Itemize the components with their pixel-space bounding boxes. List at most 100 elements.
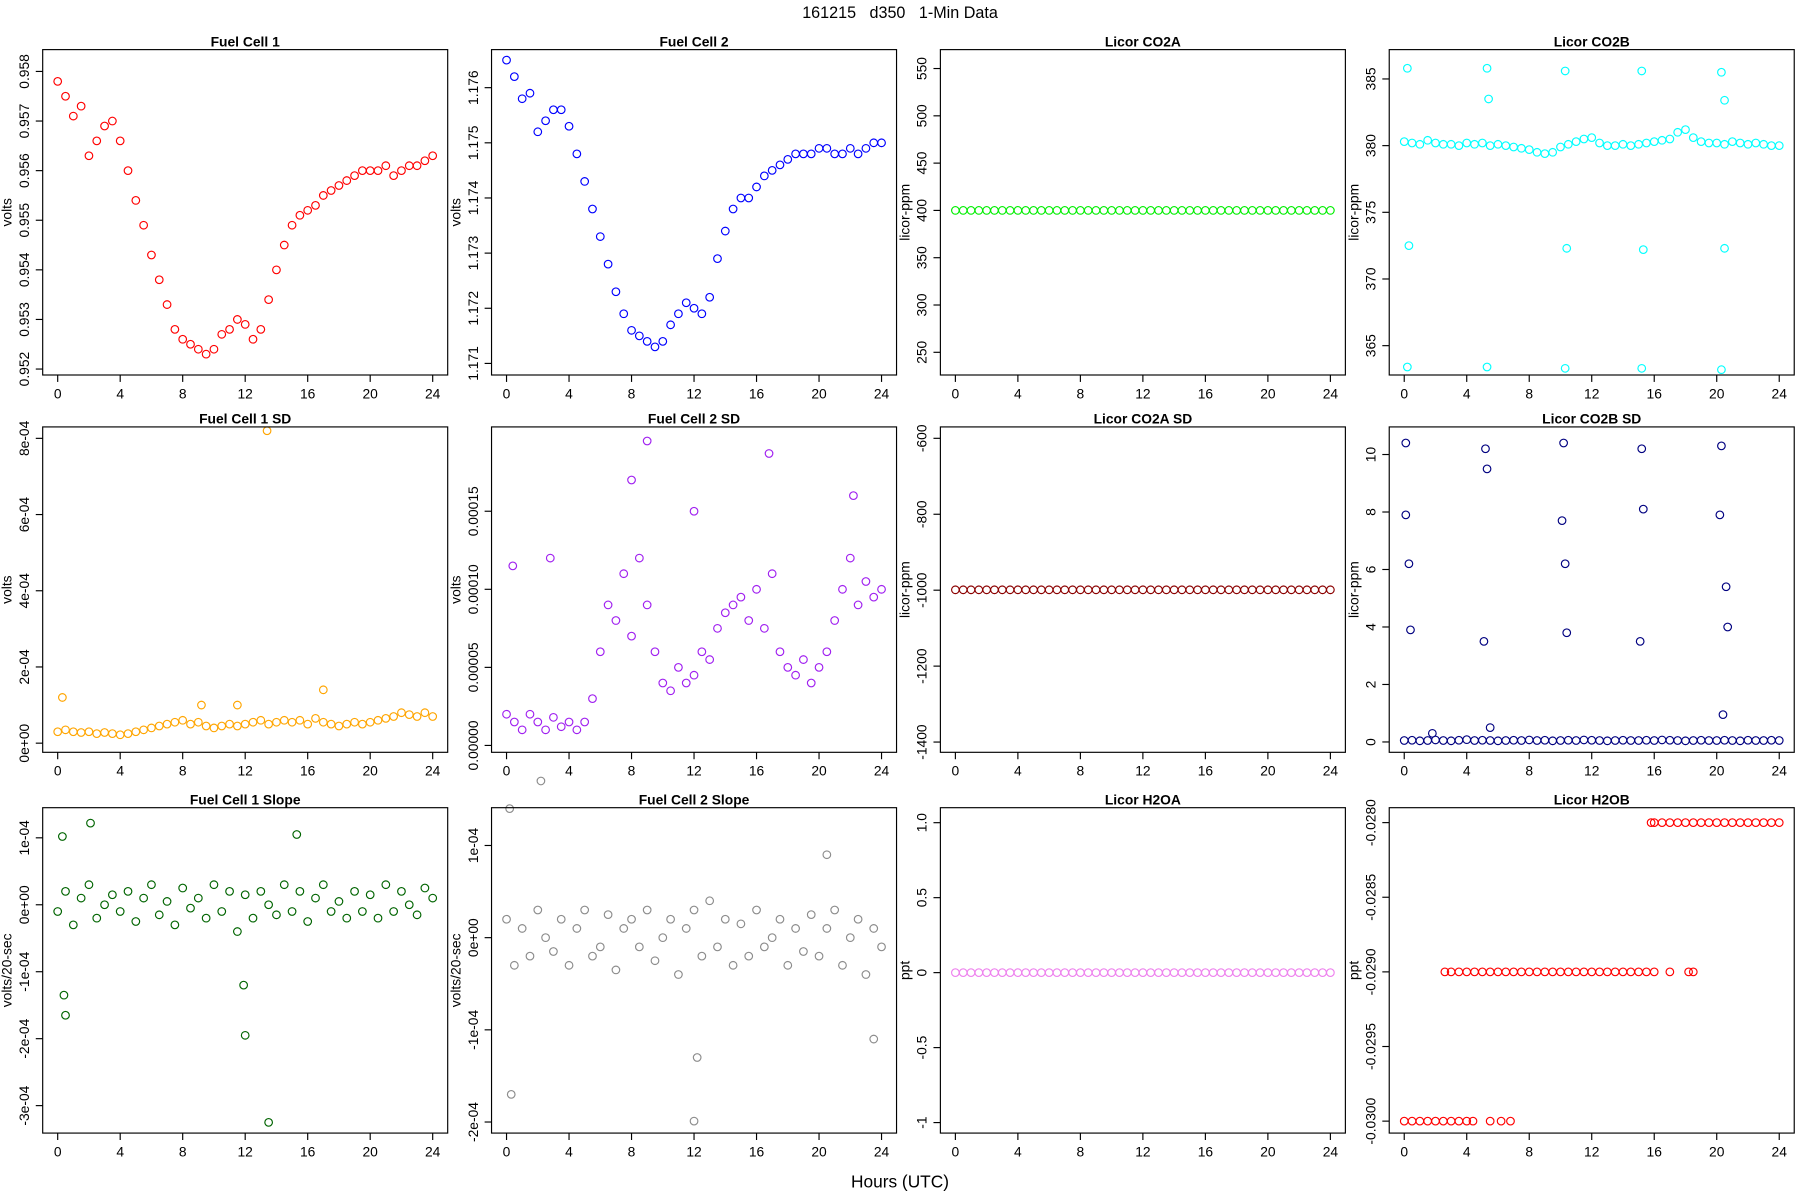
point <box>767 933 777 943</box>
point <box>1587 133 1597 143</box>
point <box>595 942 605 952</box>
x-tick-label: 8 <box>1525 1143 1533 1159</box>
point <box>1774 141 1784 151</box>
point <box>752 905 761 915</box>
point <box>619 309 629 319</box>
point <box>869 592 879 602</box>
x-tick-label: 24 <box>1323 763 1339 779</box>
point <box>689 670 699 680</box>
point <box>1720 95 1729 105</box>
point <box>595 232 605 241</box>
point <box>404 710 414 719</box>
point <box>272 265 281 275</box>
point <box>412 712 422 721</box>
point <box>689 1116 699 1126</box>
panel-title: Fuel Cell 1 <box>211 33 280 49</box>
point <box>1560 559 1570 569</box>
point <box>84 880 94 890</box>
y-tick-label: 8e-04 <box>16 420 32 456</box>
x-tick-label: 4 <box>1014 385 1022 401</box>
x-tick-label: 24 <box>425 1143 441 1159</box>
point <box>154 275 164 285</box>
x-tick-label: 24 <box>874 763 890 779</box>
point <box>147 880 156 890</box>
point <box>420 883 430 893</box>
point <box>775 647 785 657</box>
point <box>193 344 203 354</box>
point <box>681 298 691 308</box>
point <box>57 693 67 702</box>
point <box>326 907 336 916</box>
y-tick-label: -2e-04 <box>465 1102 481 1142</box>
point <box>287 220 297 230</box>
x-tick-label: 24 <box>1772 763 1788 779</box>
plot-frame <box>42 807 449 1134</box>
x-tick-label: 24 <box>874 385 890 401</box>
y-axis-label: volts <box>448 198 464 227</box>
y-tick-label: 0.00005 <box>465 642 481 692</box>
point <box>877 942 886 952</box>
point <box>420 708 430 718</box>
point <box>541 933 550 943</box>
x-tick-label: 0 <box>1400 385 1408 401</box>
point <box>1571 137 1581 147</box>
y-tick-label: -1 <box>914 1116 930 1129</box>
point <box>603 259 613 269</box>
x-tick-label: 16 <box>749 763 765 779</box>
point <box>1506 1116 1515 1126</box>
point <box>53 907 63 916</box>
x-tick-label: 12 <box>237 1143 252 1159</box>
y-tick-label: 1e-04 <box>16 820 32 856</box>
point <box>131 196 141 205</box>
point <box>642 436 652 446</box>
y-tick-label: -0.0290 <box>1363 948 1379 995</box>
point <box>744 616 754 625</box>
x-tick-label: 0 <box>1400 1143 1408 1159</box>
x-tick-label: 8 <box>628 385 636 401</box>
point <box>705 655 715 664</box>
point <box>1717 365 1726 375</box>
point <box>162 300 172 309</box>
point <box>225 886 234 896</box>
point <box>845 933 855 943</box>
x-tick-label: 16 <box>1198 1143 1214 1159</box>
point <box>115 907 125 916</box>
x-tick-label: 16 <box>300 385 316 401</box>
point <box>674 309 683 319</box>
y-tick-label: 450 <box>914 151 930 174</box>
point <box>1684 967 1693 977</box>
point <box>853 914 863 924</box>
point <box>1723 622 1733 632</box>
y-tick-label: 0e+00 <box>16 723 32 762</box>
point <box>1482 362 1492 372</box>
point <box>287 717 297 727</box>
point <box>170 920 180 930</box>
x-tick-label: 4 <box>116 385 124 401</box>
panel-title: Fuel Cell 2 Slope <box>639 791 750 807</box>
point <box>1325 585 1335 595</box>
y-tick-label: 0.953 <box>16 302 32 337</box>
point <box>389 712 399 721</box>
point <box>549 712 558 722</box>
point <box>303 917 313 926</box>
point <box>650 647 660 657</box>
point <box>232 315 242 324</box>
point <box>92 913 102 923</box>
point <box>420 156 430 166</box>
point <box>1715 510 1725 520</box>
panel-title: Licor CO2A <box>1105 33 1181 49</box>
point <box>295 715 305 725</box>
point <box>877 584 886 594</box>
point <box>186 903 195 913</box>
point <box>822 850 832 860</box>
point <box>186 339 195 349</box>
point <box>1427 728 1437 738</box>
point <box>404 900 414 910</box>
point <box>541 725 550 735</box>
point <box>720 226 730 236</box>
point <box>564 717 574 727</box>
y-tick-label: 0 <box>914 968 930 976</box>
x-tick-label: 12 <box>1135 763 1150 779</box>
point <box>272 910 281 920</box>
